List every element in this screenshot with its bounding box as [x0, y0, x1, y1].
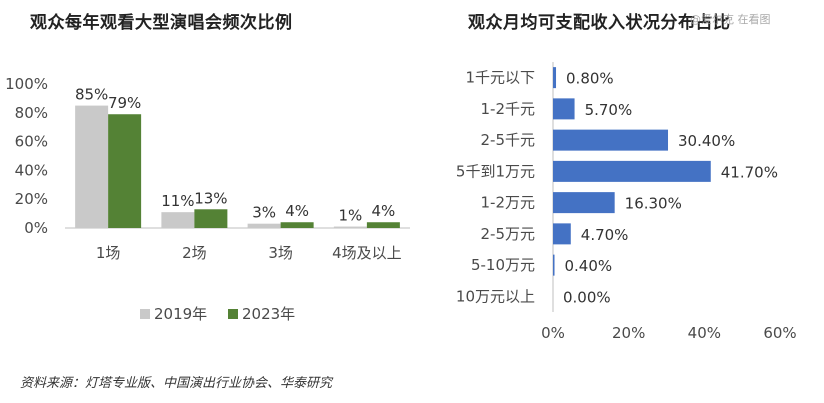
x-tick-label: 0%: [541, 324, 565, 342]
y-tick-label: 100%: [5, 75, 48, 93]
right-chart-title: 观众月均可支配收入状况分布占比: [468, 13, 731, 33]
category-label: 1-2千元: [481, 100, 536, 118]
data-label: 13%: [194, 189, 227, 207]
legend-label: 2023年: [242, 305, 295, 323]
legend-swatch: [228, 309, 238, 319]
bar-2023: [366, 222, 400, 228]
income-bar: [553, 192, 615, 214]
data-label: 16.30%: [625, 195, 682, 213]
data-label: 30.40%: [678, 132, 735, 150]
category-label: 5-10万元: [471, 256, 535, 274]
data-label: 4%: [285, 202, 309, 220]
income-bar: [553, 129, 669, 151]
data-label: 85%: [75, 86, 108, 104]
income-bar: [553, 98, 575, 120]
income-bar: [553, 223, 571, 245]
data-label: 1%: [338, 207, 362, 225]
source-note: 资料来源：灯塔专业版、中国演出行业协会、华泰研究: [20, 376, 333, 391]
bar-2019: [75, 105, 109, 228]
bar-2023: [108, 114, 142, 228]
data-label: 79%: [108, 94, 141, 112]
category-label: 1-2万元: [481, 194, 536, 212]
data-label: 0.00%: [563, 288, 611, 306]
bar-2023: [280, 222, 314, 228]
legend-swatch: [140, 309, 150, 319]
bar-2019: [161, 212, 195, 228]
data-label: 0.80%: [566, 70, 614, 88]
x-tick-label: 4场及以上: [332, 244, 402, 262]
income-bar: [553, 254, 555, 276]
data-label: 0.40%: [565, 257, 613, 275]
bar-2023: [194, 209, 228, 228]
data-label: 3%: [252, 204, 276, 222]
data-label: 4%: [371, 202, 395, 220]
data-label: 5.70%: [585, 101, 633, 119]
y-tick-label: 80%: [15, 104, 48, 122]
category-label: 10万元以上: [456, 287, 535, 305]
data-label: 41.70%: [721, 163, 778, 181]
y-tick-label: 40%: [15, 161, 48, 179]
x-tick-label: 3场: [268, 244, 293, 262]
category-label: 2-5千元: [481, 131, 536, 149]
data-label: 4.70%: [581, 226, 629, 244]
watermark: @爱尔克 在看图: [690, 13, 771, 26]
x-tick-label: 60%: [763, 324, 796, 342]
left-chart-title: 观众每年观看大型演唱会频次比例: [30, 13, 293, 33]
category-label: 2-5万元: [481, 225, 536, 243]
x-tick-label: 1场: [96, 244, 121, 262]
x-tick-label: 2场: [182, 244, 207, 262]
data-label: 11%: [161, 192, 194, 210]
x-tick-label: 40%: [688, 324, 721, 342]
y-tick-label: 0%: [24, 219, 48, 237]
category-label: 1千元以下: [465, 69, 535, 87]
category-label: 5千到1万元: [456, 162, 535, 180]
income-bar: [553, 67, 557, 89]
y-tick-label: 20%: [15, 190, 48, 208]
x-tick-label: 20%: [612, 324, 645, 342]
bar-2019: [333, 226, 367, 228]
income-bar: [553, 160, 711, 182]
bar-2019: [247, 223, 281, 228]
y-tick-label: 60%: [15, 133, 48, 151]
legend-label: 2019年: [154, 305, 207, 323]
